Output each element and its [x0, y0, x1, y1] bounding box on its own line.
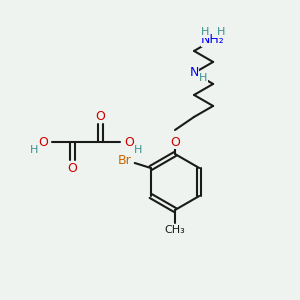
- Text: NH₂: NH₂: [201, 33, 225, 46]
- Text: CH₃: CH₃: [165, 225, 185, 235]
- Text: O: O: [124, 136, 134, 148]
- Text: H: H: [199, 73, 207, 83]
- Text: H: H: [30, 145, 38, 155]
- Text: O: O: [170, 136, 180, 148]
- Text: H: H: [134, 145, 142, 155]
- Text: O: O: [38, 136, 48, 148]
- Text: H: H: [201, 27, 209, 37]
- Text: O: O: [95, 110, 105, 122]
- Text: Br: Br: [118, 154, 132, 167]
- Text: N: N: [189, 66, 199, 80]
- Text: H: H: [217, 27, 225, 37]
- Text: O: O: [67, 161, 77, 175]
